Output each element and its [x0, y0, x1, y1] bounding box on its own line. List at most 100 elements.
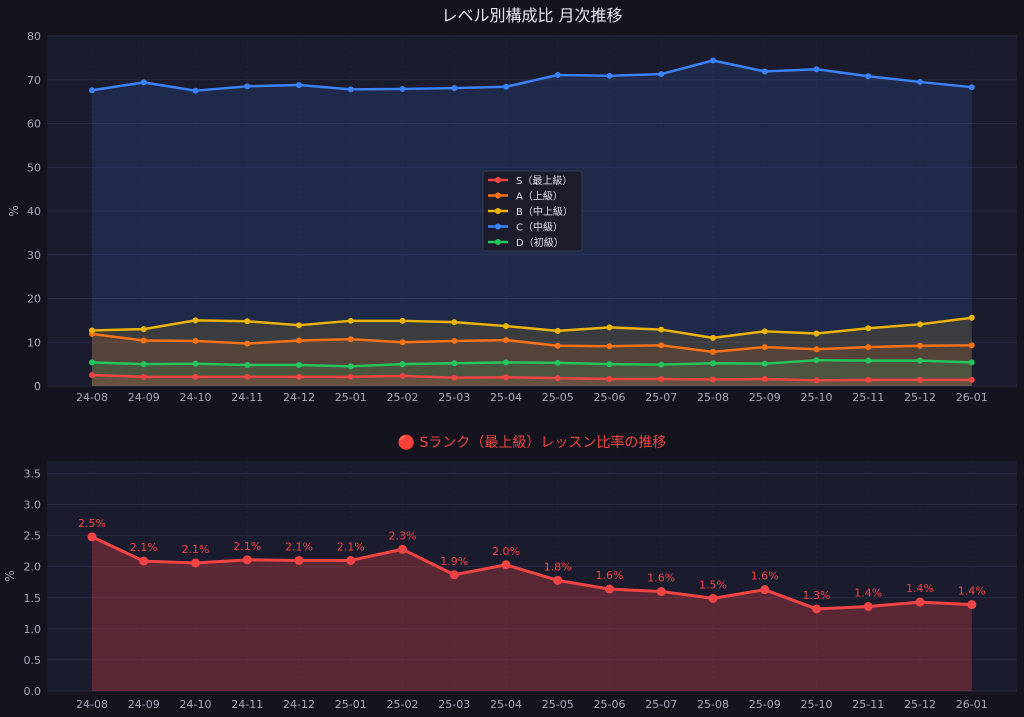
- bottom-data-point: [398, 544, 407, 554]
- top-x-tick-label: 25-10: [801, 391, 833, 404]
- bottom-data-label: 2.0%: [492, 545, 520, 558]
- top-x-tick-label: 25-02: [387, 391, 419, 404]
- top-data-point: [917, 376, 923, 383]
- bottom-area-fill-path: [92, 536, 972, 691]
- bottom-y-tick-label: 1.0: [24, 623, 42, 636]
- top-data-point: [399, 339, 406, 346]
- top-y-tick-label: 50: [27, 161, 41, 174]
- top-area-fill: [92, 317, 972, 386]
- top-data-point: [399, 317, 406, 324]
- top-data-point: [192, 373, 199, 380]
- top-data-point: [89, 359, 95, 366]
- top-data-point: [503, 323, 509, 330]
- bottom-chart-series-line: [91, 535, 972, 611]
- top-data-point: [554, 71, 561, 78]
- bottom-x-tick-label: 25-06: [594, 698, 626, 711]
- top-data-point: [296, 82, 302, 88]
- bottom-data-point: [967, 600, 977, 610]
- top-data-point: [761, 344, 768, 351]
- top-data-point: [140, 79, 147, 86]
- top-chart-points: [89, 57, 975, 384]
- bottom-data-label: 1.4%: [958, 585, 986, 598]
- bottom-data-label: 1.4%: [854, 586, 882, 599]
- top-y-tick-label: 20: [27, 293, 41, 306]
- bottom-data-point: [708, 593, 718, 603]
- bottom-data-point: [139, 556, 149, 566]
- bottom-x-tick-label: 25-04: [490, 698, 522, 711]
- bottom-data-label: 1.4%: [906, 582, 934, 595]
- bottom-data-label: 2.1%: [337, 540, 365, 553]
- bottom-chart-area-fill: [92, 536, 972, 691]
- top-data-point: [968, 84, 975, 91]
- top-x-tick-label: 25-12: [904, 391, 936, 404]
- top-data-point: [865, 344, 872, 351]
- bottom-x-tick-label: 24-08: [76, 698, 108, 711]
- bottom-data-label: 2.5%: [78, 517, 106, 530]
- bottom-x-tick-label: 25-02: [387, 698, 419, 711]
- legend-entry-label: C（中級）: [516, 221, 563, 234]
- bottom-y-tick-label: 3.0: [24, 499, 42, 512]
- bottom-x-tick-label: 24-10: [180, 698, 212, 711]
- bottom-x-tick-label: 26-01: [956, 698, 988, 711]
- top-x-tick-label: 24-08: [76, 391, 108, 404]
- top-data-point: [865, 325, 872, 332]
- bottom-chart-data-labels: 2.5% 2.1% 2.1% 2.1% 2.1% 2.1% 2.3% 1.9% 2.0% 1.8%…: [78, 517, 986, 602]
- top-data-point: [658, 342, 665, 349]
- legend-entry-label: B（中上級）: [516, 205, 573, 218]
- bottom-x-tick-label: 25-10: [801, 698, 833, 711]
- top-data-point: [917, 321, 923, 328]
- top-data-point: [968, 376, 975, 383]
- top-data-point: [192, 317, 199, 324]
- top-data-point: [554, 359, 561, 366]
- bottom-chart-y-ticks: 0.0 0.5 1.0 1.5 2.0 2.5 3.0 3.5: [24, 467, 42, 698]
- top-data-point: [865, 376, 872, 383]
- top-data-point: [865, 73, 872, 80]
- top-data-point: [761, 328, 768, 335]
- bottom-data-point: [346, 555, 356, 565]
- top-data-point: [761, 68, 768, 75]
- top-data-point: [710, 376, 716, 383]
- bottom-series-line-path: [91, 535, 972, 611]
- bottom-data-point: [191, 558, 200, 568]
- top-series-line: [91, 59, 972, 92]
- bottom-data-label: 1.6%: [647, 572, 675, 585]
- top-data-point: [451, 85, 458, 92]
- top-data-point: [658, 71, 665, 78]
- top-data-point: [296, 322, 302, 329]
- top-data-point: [917, 342, 923, 349]
- top-data-point: [658, 326, 665, 333]
- bottom-data-label: 1.6%: [751, 570, 779, 583]
- bottom-data-label: 1.3%: [803, 589, 831, 602]
- top-data-point: [89, 87, 95, 94]
- top-x-tick-label: 24-11: [231, 391, 263, 404]
- bottom-chart-points: [87, 532, 977, 614]
- top-data-point: [606, 361, 613, 368]
- top-data-point: [813, 377, 820, 384]
- top-data-point: [244, 318, 251, 325]
- top-y-tick-label: 60: [27, 118, 41, 131]
- top-data-point: [761, 376, 768, 382]
- bottom-x-tick-label: 24-11: [231, 698, 263, 711]
- top-x-tick-label: 25-06: [594, 391, 626, 404]
- top-data-point: [658, 376, 665, 382]
- top-data-point: [606, 72, 613, 79]
- top-x-tick-label: 24-10: [180, 391, 212, 404]
- top-data-point: [710, 334, 716, 341]
- top-data-point: [503, 359, 509, 366]
- top-data-point: [813, 346, 820, 353]
- bottom-data-label: 2.1%: [233, 540, 261, 553]
- top-chart-series-lines: [91, 59, 972, 382]
- top-chart-title: レベル別構成比 月次推移: [441, 6, 622, 25]
- top-data-point: [710, 360, 716, 367]
- top-y-tick-label: 30: [27, 249, 41, 262]
- legend-entry-label: S（最上級）: [516, 174, 572, 187]
- top-series-line: [91, 373, 972, 382]
- top-y-tick-label: 40: [27, 205, 41, 218]
- top-data-point: [606, 324, 613, 331]
- top-x-tick-label: 25-05: [542, 391, 574, 404]
- bottom-chart-title: 🔴 Sランク（最上級）レッスン比率の推移: [398, 434, 667, 451]
- top-data-point: [451, 337, 458, 344]
- top-data-point: [244, 373, 251, 380]
- top-data-point: [503, 337, 509, 344]
- top-data-point: [813, 66, 820, 73]
